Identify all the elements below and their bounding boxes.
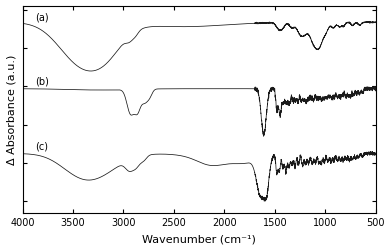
Text: (b): (b) — [36, 76, 49, 86]
Y-axis label: Δ Absorbance (a.u.): Δ Absorbance (a.u.) — [7, 55, 17, 165]
Text: (a): (a) — [36, 12, 49, 22]
Text: (c): (c) — [36, 141, 49, 151]
X-axis label: Wavenumber (cm⁻¹): Wavenumber (cm⁻¹) — [142, 233, 256, 243]
